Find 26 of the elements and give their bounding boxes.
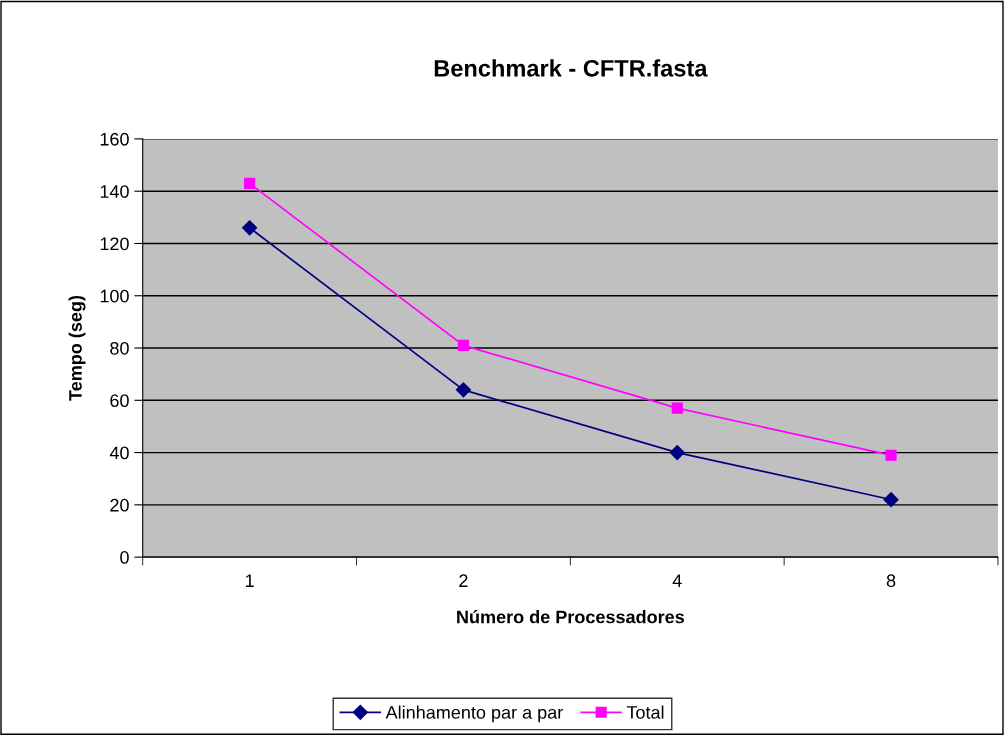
- y-tick-label: 60: [110, 394, 129, 408]
- x-tick-label: 1: [245, 574, 254, 587]
- y-tick-label: 0: [120, 551, 129, 564]
- y-axis-title: Tempo (seg): [68, 295, 86, 401]
- legend-label: Total: [626, 705, 664, 719]
- point: [671, 402, 683, 414]
- y-tick-label: 140: [100, 185, 129, 198]
- y-tick-label: 100: [100, 289, 129, 303]
- y-tick-label: 160: [100, 132, 129, 146]
- point: [455, 382, 472, 398]
- x-tick-label: 4: [672, 574, 682, 587]
- point: [885, 449, 897, 461]
- chart-title: Benchmark - CFTR.fasta: [434, 59, 708, 77]
- point: [242, 220, 258, 236]
- x-tick-label: 8: [886, 574, 896, 588]
- x-tick-label: 2: [459, 574, 468, 587]
- y-tick-label: 20: [110, 498, 129, 512]
- y-tick-label: 120: [100, 237, 129, 251]
- point: [883, 492, 899, 508]
- legend-label: Alinhamento par a par: [385, 705, 563, 723]
- point: [669, 445, 685, 461]
- y-tick-label: 40: [109, 446, 129, 460]
- y-tick-label: 80: [110, 341, 129, 355]
- x-axis-title: Número de Processadores: [457, 609, 684, 624]
- point: [244, 177, 256, 189]
- point: [457, 339, 469, 351]
